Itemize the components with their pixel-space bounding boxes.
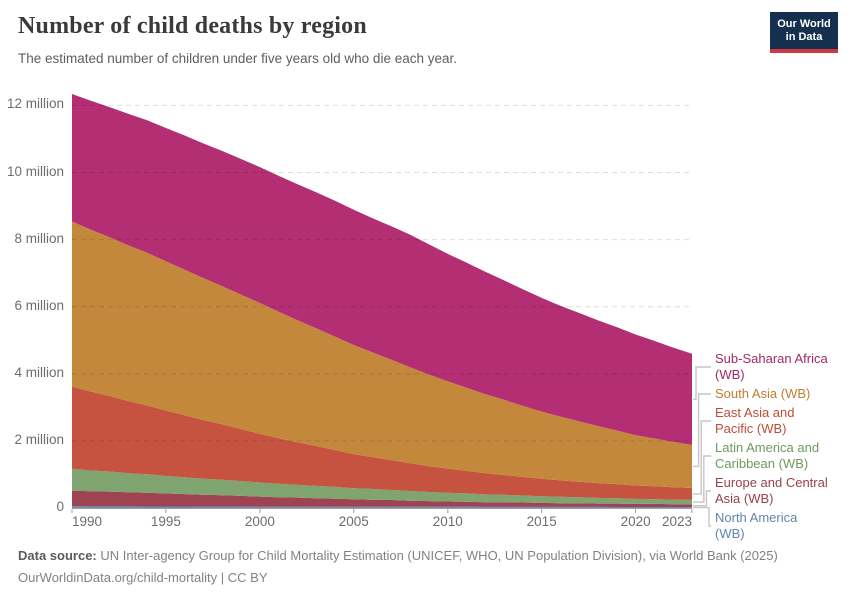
page-title: Number of child deaths by region (18, 13, 367, 39)
data-source-text: UN Inter-agency Group for Child Mortalit… (96, 548, 778, 563)
y-axis: 0 2 million 4 million 6 million 8 million 10 … (0, 0, 64, 600)
legend-label-south-asia-wb[interactable]: South Asia (WB) (715, 386, 847, 402)
data-source-label: Data source: (18, 548, 97, 563)
legend-connector (693, 393, 711, 468)
legend-label-sub-saharan-africa-wb[interactable]: Sub-Saharan Africa (WB) (715, 351, 847, 383)
legend-label-east-asia-and-pacific-wb[interactable]: East Asia and Pacific (WB) (715, 405, 847, 437)
legend-label-latin-america-and-caribbean-wb[interactable]: Latin America and Caribbean (WB) (715, 440, 847, 472)
legend-label-line: (WB) (715, 526, 745, 541)
legend-label-line: (WB) (715, 367, 745, 382)
x-axis-tick-label: 2023 (661, 514, 692, 529)
legend-label-line: Europe and Central (715, 475, 828, 490)
y-axis-tick-label: 12 million (6, 96, 64, 112)
x-axis-tick-label: 1995 (150, 514, 181, 529)
x-axis-tick-label: 2015 (526, 514, 557, 529)
legend-label-line: Caribbean (WB) (715, 456, 809, 471)
legend-connector (693, 506, 711, 527)
legend-label-line: East Asia and (715, 405, 795, 420)
area-south-asia-wb[interactable] (72, 221, 692, 488)
gridlines (72, 104, 692, 442)
x-axis-tick-label: 2010 (432, 514, 463, 529)
legend: Sub-Saharan Africa (WB) South Asia (WB) Eas… (715, 351, 847, 545)
legend-label-line: Sub-Saharan Africa (715, 351, 828, 366)
legend-connector (693, 420, 711, 495)
y-axis-tick-label: 4 million (14, 364, 64, 380)
area-east-asia-and-pacific-wb[interactable] (72, 386, 692, 500)
footer: Data source: UN Inter-agency Group for C… (18, 545, 838, 589)
area-europe-and-central-asia-wb[interactable] (72, 490, 692, 507)
legend-label-line: North America (715, 510, 798, 525)
owid-logo-line1: Our World (777, 18, 831, 30)
legend-label-line: South Asia (WB) (715, 386, 811, 401)
legend-label-line: Latin America and (715, 440, 820, 455)
legend-label-line: Asia (WB) (715, 491, 774, 506)
x-axis-line (71, 508, 693, 513)
legend-connector (693, 455, 711, 503)
owid-logo[interactable]: Our World in Data (770, 12, 838, 53)
y-axis-tick-label: 6 million (14, 297, 64, 313)
legend-label-north-america-wb[interactable]: North America (WB) (715, 510, 847, 542)
area-latin-america-and-caribbean-wb[interactable] (72, 468, 692, 505)
owid-logo-line2: in Data (785, 30, 823, 43)
y-axis-tick-label: 8 million (14, 230, 64, 246)
stacked-areas (72, 94, 692, 508)
y-axis-tick-label: 10 million (6, 163, 64, 179)
legend-connector (693, 366, 711, 400)
y-axis-tick-label: 2 million (14, 431, 64, 447)
legend-connector (693, 490, 711, 507)
legend-label-europe-and-central-asia-wb[interactable]: Europe and Central Asia (WB) (715, 475, 847, 507)
x-axis: 1990 1995 2000 2005 2010 2015 2020 2023 (0, 514, 850, 534)
x-axis-tick-label: 2000 (244, 514, 275, 529)
legend-label-line: Pacific (WB) (715, 421, 787, 436)
legend-connectors (693, 366, 711, 527)
x-axis-tick-label: 2005 (338, 514, 369, 529)
footer-url-line[interactable]: OurWorldinData.org/child-mortality | CC … (18, 570, 268, 585)
area-north-america-wb[interactable] (72, 506, 692, 508)
chart-subtitle: The estimated number of children under f… (18, 51, 457, 66)
x-axis-tick-label: 1990 (72, 514, 103, 529)
x-axis-tick-label: 2020 (620, 514, 651, 529)
data-source-line: Data source: UN Inter-agency Group for C… (18, 545, 838, 567)
y-axis-tick-label: 0 (56, 499, 64, 514)
area-sub-saharan-africa-wb[interactable] (72, 94, 692, 445)
